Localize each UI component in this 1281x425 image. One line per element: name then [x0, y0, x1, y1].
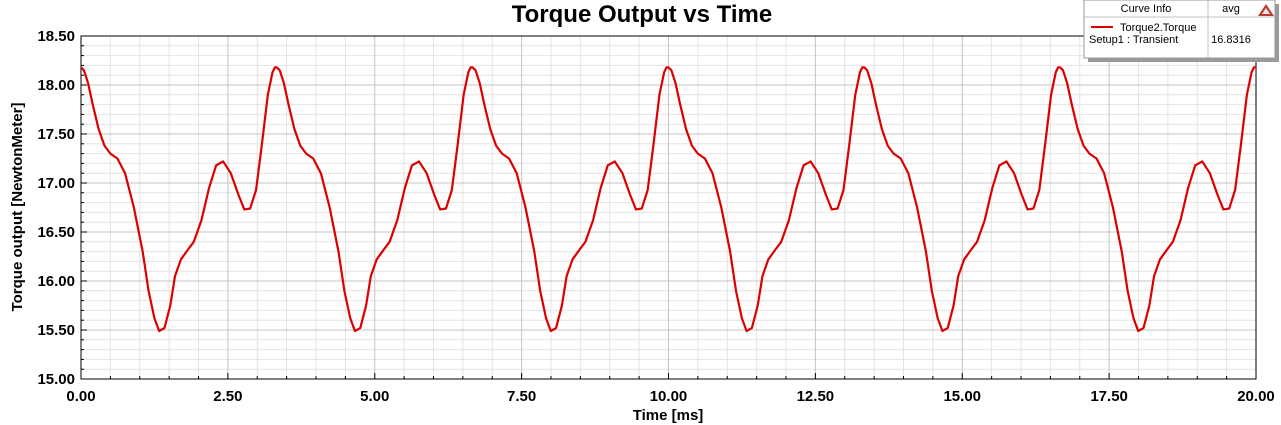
plot-area-border [80, 35, 1257, 380]
ansys-logo-icon [1258, 4, 1274, 16]
x-tick-label: 5.00 [360, 388, 389, 405]
x-tick-label: 20.00 [1237, 388, 1275, 405]
y-tick-label: 16.50 [37, 224, 75, 241]
legend-series-subtitle: Setup1 : Transient [1089, 34, 1178, 46]
legend-header-curve-info: Curve Info [1121, 3, 1172, 15]
y-tick-label: 16.00 [37, 273, 75, 290]
y-axis-label: Torque output [NewtonMeter] [9, 103, 26, 312]
legend-panel [1083, 0, 1276, 59]
x-tick-label: 2.50 [213, 388, 242, 405]
legend-header-avg: avg [1222, 3, 1240, 15]
x-tick-label: 12.50 [797, 388, 835, 405]
x-tick-label: 7.50 [507, 388, 536, 405]
legend-series-avg: 16.8316 [1211, 34, 1251, 46]
chart-title: Torque Output vs Time [512, 1, 772, 28]
x-tick-label: 0.00 [66, 388, 95, 405]
legend-series-name: Torque2.Torque [1120, 22, 1196, 34]
y-tick-labels: 15.00 15.50 16.00 16.50 17.00 17.50 18.00 18.50 [37, 28, 75, 388]
y-tick-label: 18.00 [37, 77, 75, 94]
x-axis-label: Time [ms] [633, 407, 704, 424]
y-tick-label: 15.50 [37, 322, 75, 339]
y-tick-label: 17.00 [37, 175, 75, 192]
y-tick-label: 18.50 [37, 28, 75, 45]
x-tick-label: 15.00 [943, 388, 981, 405]
x-tick-label: 17.50 [1090, 388, 1128, 405]
y-tick-label: 17.50 [37, 126, 75, 143]
y-tick-label: 15.00 [37, 371, 75, 388]
x-tick-labels: 0.00 2.50 5.00 7.50 10.00 12.50 15.00 17.50 20.0… [66, 388, 1274, 405]
legend-box: Curve Info avg Torque2.Torque Setup1 : T… [1083, 0, 1279, 62]
series-line-torque2-torque [81, 66, 1256, 333]
x-tick-label: 10.00 [650, 388, 688, 405]
